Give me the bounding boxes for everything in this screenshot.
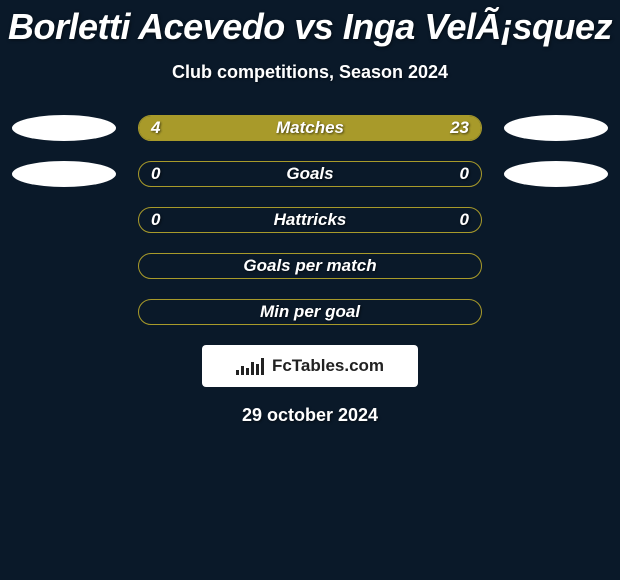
- brand-text: FcTables.com: [272, 356, 384, 376]
- player-avatar-left: [12, 115, 116, 141]
- stat-row: 00Goals: [0, 161, 620, 187]
- stat-label: Matches: [139, 116, 481, 140]
- page-title: Borletti Acevedo vs Inga VelÃ¡squez: [0, 0, 620, 48]
- brand-bars-icon: [236, 357, 266, 375]
- stat-row: Min per goal: [0, 299, 620, 325]
- player-avatar-right: [504, 253, 608, 279]
- player-avatar-left: [12, 161, 116, 187]
- player-avatar-left: [12, 253, 116, 279]
- player-avatar-right: [504, 115, 608, 141]
- stat-label: Min per goal: [139, 300, 481, 324]
- footer-date: 29 october 2024: [0, 405, 620, 426]
- stat-label: Goals per match: [139, 254, 481, 278]
- player-avatar-left: [12, 299, 116, 325]
- stat-label: Goals: [139, 162, 481, 186]
- player-avatar-right: [504, 207, 608, 233]
- page-subtitle: Club competitions, Season 2024: [0, 62, 620, 83]
- stat-row: 423Matches: [0, 115, 620, 141]
- stat-bar: 00Goals: [138, 161, 482, 187]
- stat-label: Hattricks: [139, 208, 481, 232]
- player-avatar-right: [504, 299, 608, 325]
- stat-bar: 00Hattricks: [138, 207, 482, 233]
- stat-row: 00Hattricks: [0, 207, 620, 233]
- brand-box: FcTables.com: [202, 345, 418, 387]
- stat-rows: 423Matches 00Goals 00Hattricks Goals per ma…: [0, 115, 620, 325]
- stat-row: Goals per match: [0, 253, 620, 279]
- stat-bar: Min per goal: [138, 299, 482, 325]
- stat-bar: 423Matches: [138, 115, 482, 141]
- player-avatar-right: [504, 161, 608, 187]
- player-avatar-left: [12, 207, 116, 233]
- stat-bar: Goals per match: [138, 253, 482, 279]
